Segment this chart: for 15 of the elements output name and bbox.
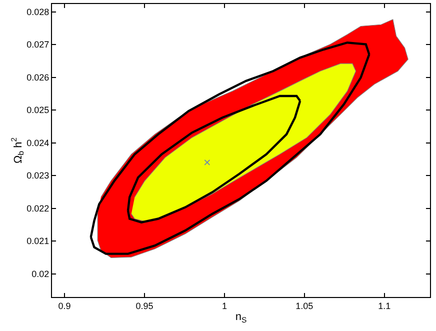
y-tick-label: 0.023 <box>26 170 50 181</box>
y-tick-label: 0.026 <box>26 72 50 82</box>
y-tick-label: 0.021 <box>26 236 50 246</box>
x-tick-label: 0.9 <box>58 300 71 311</box>
y-tick-label: 0.024 <box>26 138 50 148</box>
y-tick-label: 0.028 <box>26 7 50 18</box>
y-tick-label: 0.027 <box>26 40 50 50</box>
x-axis-title: n$_{S}$ <box>235 311 247 324</box>
y-tick-label: 0.022 <box>26 203 50 214</box>
y-tick-label: 0.02 <box>32 268 50 279</box>
x-tick-label: 1.1 <box>378 300 391 311</box>
x-tick-label: 0.95 <box>136 300 154 311</box>
y-tick-label: 0.025 <box>26 105 50 116</box>
x-tick-label: 1 <box>222 300 227 311</box>
x-tick-label: 1.05 <box>296 300 314 311</box>
